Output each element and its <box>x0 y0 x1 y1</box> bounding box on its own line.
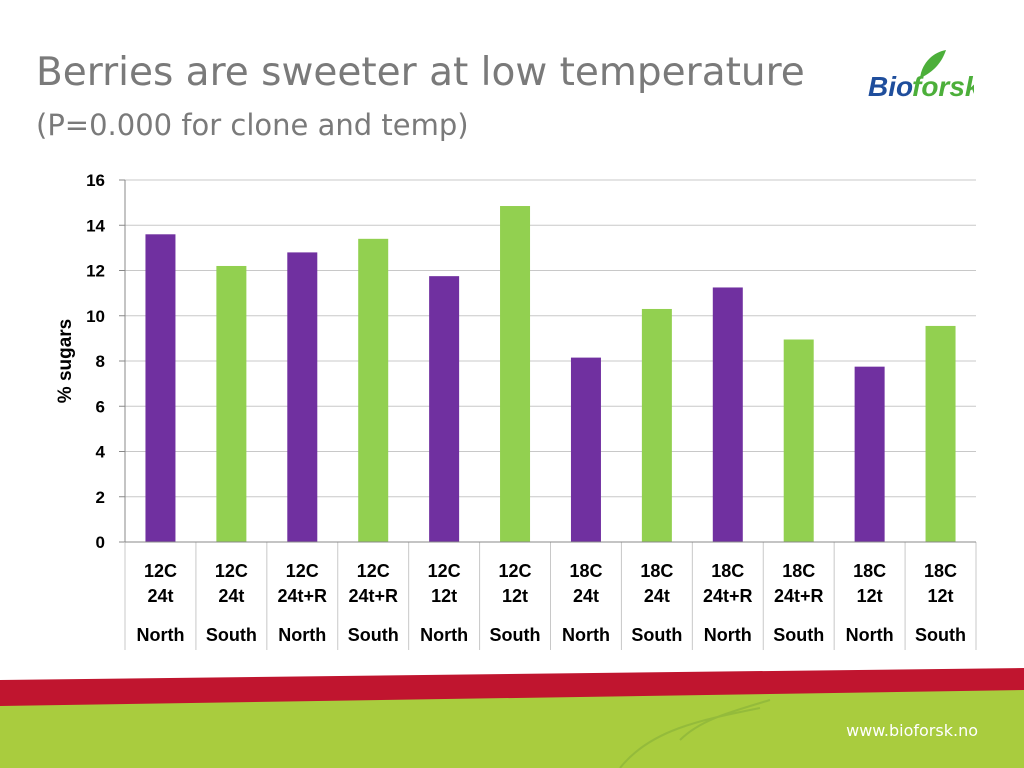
leaf-icon <box>920 50 946 78</box>
bioforsk-logo: Bio forsk <box>868 50 974 102</box>
bar-chart: 0 2 4 6 8 10 12 14 16 % sugars 12C 24t North 12C 24t So… <box>55 171 977 650</box>
bar-8 <box>641 308 672 542</box>
x-tick-label-temp: 18C <box>640 561 673 581</box>
logo-text-bio: Bio <box>868 71 913 102</box>
footer-green-band <box>0 690 1024 768</box>
footer-red-stripe <box>0 668 1024 706</box>
x-tick-label-light: 12t <box>928 586 954 606</box>
slide-title: Berries are sweeter at low temperature <box>36 50 805 95</box>
x-tick-label-light: 24t <box>573 586 599 606</box>
x-tick-label-origin: South <box>490 625 541 645</box>
bar-4 <box>358 238 389 542</box>
bar-1 <box>145 234 176 543</box>
x-tick-label-origin: South <box>773 625 824 645</box>
x-tick-label-light: 24t <box>147 586 173 606</box>
bar-6 <box>500 206 531 543</box>
x-tick-label-origin: South <box>206 625 257 645</box>
x-tick-label-temp: 18C <box>853 561 886 581</box>
x-tick-label-origin: South <box>348 625 399 645</box>
y-tick-label: 4 <box>96 443 106 462</box>
x-tick-label-origin: North <box>278 625 326 645</box>
x-tick-label-temp: 18C <box>782 561 815 581</box>
x-tick-label-light: 24t+R <box>278 586 328 606</box>
x-tick-label-temp: 18C <box>711 561 744 581</box>
x-tick-label-light: 12t <box>502 586 528 606</box>
x-tick-label-temp: 12C <box>499 561 532 581</box>
x-tick-label-light: 24t <box>644 586 670 606</box>
y-tick-label: 0 <box>96 533 105 552</box>
footer-url: www.bioforsk.no <box>846 721 978 740</box>
x-tick-label-temp: 12C <box>144 561 177 581</box>
x-tick-label-light: 24t+R <box>348 586 398 606</box>
x-tick-label-origin: South <box>915 625 966 645</box>
x-tick-label-origin: North <box>420 625 468 645</box>
y-tick-label: 10 <box>86 307 105 326</box>
bar-12 <box>925 325 956 542</box>
y-tick-label: 2 <box>96 488 105 507</box>
x-tick-label-temp: 18C <box>924 561 957 581</box>
bar-7 <box>570 357 601 542</box>
footer-plant-decoration <box>619 699 771 768</box>
logo-text-forsk: forsk <box>912 71 974 102</box>
x-tick-label-light: 24t+R <box>703 586 753 606</box>
x-tick-label-origin: North <box>704 625 752 645</box>
x-tick-label-temp: 12C <box>215 561 248 581</box>
x-tick-label-origin: North <box>562 625 610 645</box>
x-tick-label-light: 12t <box>431 586 457 606</box>
x-tick-label-temp: 12C <box>357 561 390 581</box>
x-tick-label-origin: North <box>136 625 184 645</box>
x-tick-label-temp: 18C <box>569 561 602 581</box>
bar-10 <box>783 339 814 542</box>
x-tick-label-origin: North <box>846 625 894 645</box>
y-tick-label: 12 <box>86 262 105 281</box>
y-tick-label: 16 <box>86 171 105 190</box>
y-tick-label: 6 <box>96 397 105 416</box>
x-tick-label-light: 12t <box>857 586 883 606</box>
y-tick-label: 14 <box>86 216 105 235</box>
y-axis-label: % sugars <box>55 319 76 403</box>
x-tick-label-origin: South <box>631 625 682 645</box>
x-tick-label-light: 24t+R <box>774 586 824 606</box>
bar-9 <box>712 287 743 542</box>
bar-3 <box>287 252 318 542</box>
bar-11 <box>854 366 885 542</box>
bar-5 <box>429 276 460 542</box>
y-tick-label: 8 <box>96 352 105 371</box>
slide-subtitle: (P=0.000 for clone and temp) <box>36 108 469 142</box>
x-tick-label-temp: 12C <box>428 561 461 581</box>
bar-2 <box>216 265 247 542</box>
x-tick-label-light: 24t <box>218 586 244 606</box>
x-tick-label-temp: 12C <box>286 561 319 581</box>
